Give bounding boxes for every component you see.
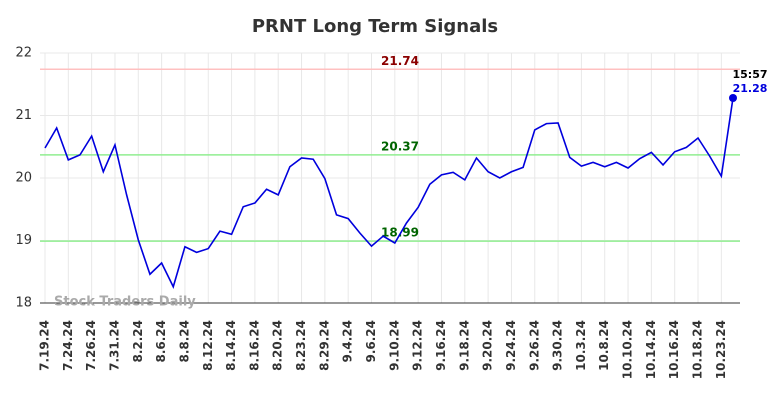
last-time-label: 15:57 [732,68,767,81]
x-tick-label: 10.14.24 [644,320,658,379]
x-tick-label: 8.12.24 [201,320,215,371]
x-tick-label: 9.6.24 [364,320,378,363]
chart-title: PRNT Long Term Signals [252,16,498,37]
x-tick-label: 10.3.24 [574,320,588,371]
y-tick-label: 21 [15,108,32,123]
x-tick-label: 7.19.24 [38,320,52,371]
x-tick-label: 7.31.24 [107,320,121,371]
x-tick-label: 9.26.24 [527,320,541,371]
watermark: Stock Traders Daily [54,295,196,310]
x-tick-label: 10.18.24 [691,320,705,379]
x-tick-label: 9.20.24 [481,320,495,371]
x-tick-label: 9.16.24 [434,320,448,371]
y-tick-label: 19 [15,233,32,248]
x-tick-label: 9.30.24 [551,320,565,371]
x-tick-label: 8.14.24 [224,320,238,371]
x-tick-label: 7.24.24 [61,320,75,371]
x-tick-label: 9.12.24 [411,320,425,371]
x-tick-label: 8.16.24 [247,320,261,371]
x-tick-label: 8.8.24 [177,320,191,363]
x-tick-label: 10.8.24 [597,320,611,371]
x-tick-label: 9.18.24 [457,320,471,371]
x-tick-label: 9.10.24 [387,320,401,371]
y-tick-label: 20 [15,171,32,186]
y-tick-label: 22 [15,46,32,61]
x-tick-label: 10.10.24 [621,320,635,379]
x-tick-label: 9.24.24 [504,320,518,371]
x-tick-label: 10.16.24 [667,320,681,379]
x-tick-label: 10.23.24 [714,320,728,379]
reference-label: 21.74 [381,54,419,68]
x-tick-label: 8.6.24 [154,320,168,363]
last-value-label: 21.28 [733,82,768,95]
x-tick-label: 8.2.24 [131,320,145,363]
x-tick-label: 9.4.24 [341,320,355,363]
last-point [729,94,737,102]
x-tick-label: 7.26.24 [84,320,98,371]
line-series [44,97,734,289]
reference-label: 20.37 [381,139,419,153]
y-tick-label: 18 [15,296,32,311]
x-tick-label: 8.20.24 [271,320,285,371]
x-tick-label: 8.29.24 [317,320,331,371]
x-tick-label: 8.23.24 [294,320,308,371]
